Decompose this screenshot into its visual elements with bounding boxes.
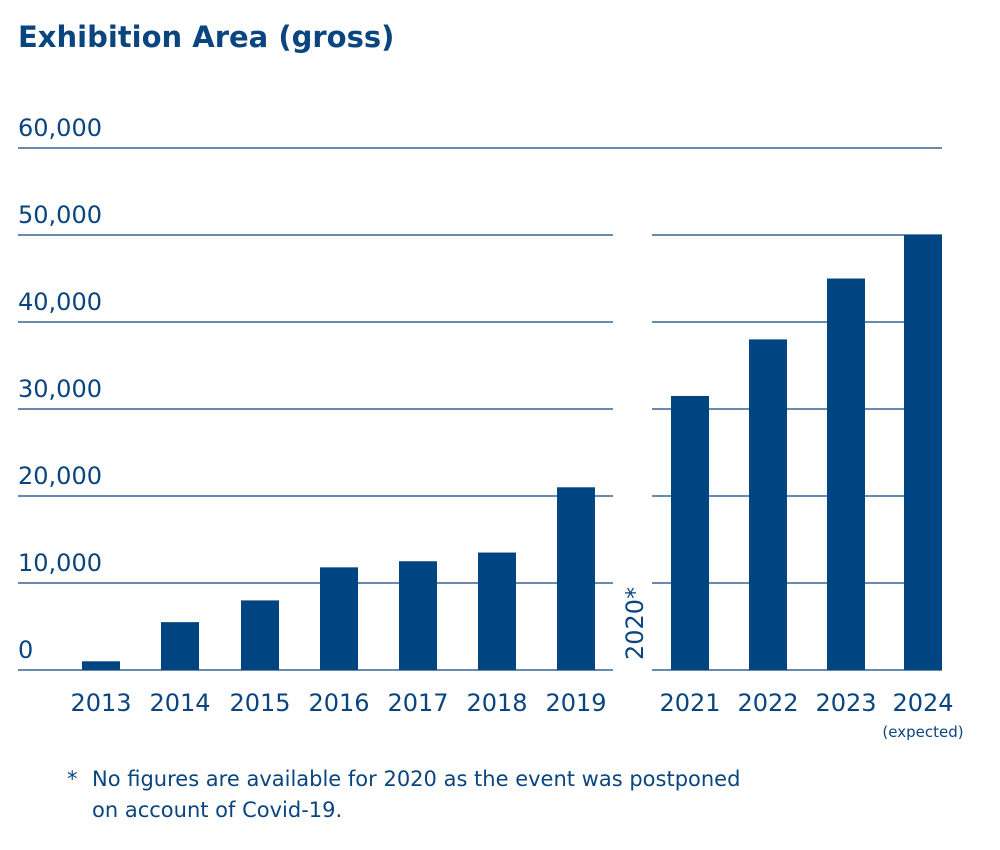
bar-2022 — [749, 339, 787, 670]
x-tick-2015: 2015 — [229, 689, 290, 717]
footnote-marker: * — [67, 767, 78, 791]
y-tick-label: 50,000 — [18, 201, 102, 229]
x-tick-2017: 2017 — [387, 689, 448, 717]
x-tick-2022: 2022 — [737, 689, 798, 717]
y-tick-label: 40,000 — [18, 288, 102, 316]
x-tick-2021: 2021 — [659, 689, 720, 717]
bar-2013 — [82, 661, 120, 670]
y-tick-label: 10,000 — [18, 549, 102, 577]
x-tick-2024: 2024 — [892, 689, 953, 717]
bar-2021 — [671, 395, 709, 670]
gap-label-2020: 2020* — [621, 587, 649, 660]
chart-title: Exhibition Area (gross) — [18, 20, 394, 54]
bar-2017 — [399, 561, 437, 670]
x-axis-ticks: 2013 2014 2015 2016 2017 2018 2019 2021 2022 2023… — [70, 689, 963, 741]
x-tick-2018: 2018 — [466, 689, 527, 717]
footnote-line-2: on account of Covid-19. — [92, 798, 342, 822]
y-axis-ticks: 0 10,000 20,000 30,000 40,000 50,000 60,000 — [18, 114, 102, 664]
footnote-line-1: No figures are available for 2020 as the… — [92, 767, 740, 791]
x-tick-2014: 2014 — [149, 689, 210, 717]
y-tick-label: 0 — [18, 636, 33, 664]
x-tick-2013: 2013 — [70, 689, 131, 717]
bar-2024 — [904, 235, 942, 670]
y-tick-label: 60,000 — [18, 114, 102, 142]
x-tick-2023: 2023 — [815, 689, 876, 717]
bars — [82, 235, 942, 670]
bar-2018 — [478, 552, 516, 670]
y-tick-label: 20,000 — [18, 462, 102, 490]
footnote: * No figures are available for 2020 as t… — [67, 767, 740, 822]
bar-2014 — [161, 622, 199, 670]
bar-2016 — [320, 567, 358, 670]
x-tick-2016: 2016 — [308, 689, 369, 717]
bar-2015 — [241, 600, 279, 670]
y-tick-label: 30,000 — [18, 375, 102, 403]
bar-2019 — [557, 487, 595, 670]
x-tick-2019: 2019 — [545, 689, 606, 717]
x-tick-note-2024: (expected) — [882, 723, 963, 741]
bar-2023 — [827, 278, 865, 670]
